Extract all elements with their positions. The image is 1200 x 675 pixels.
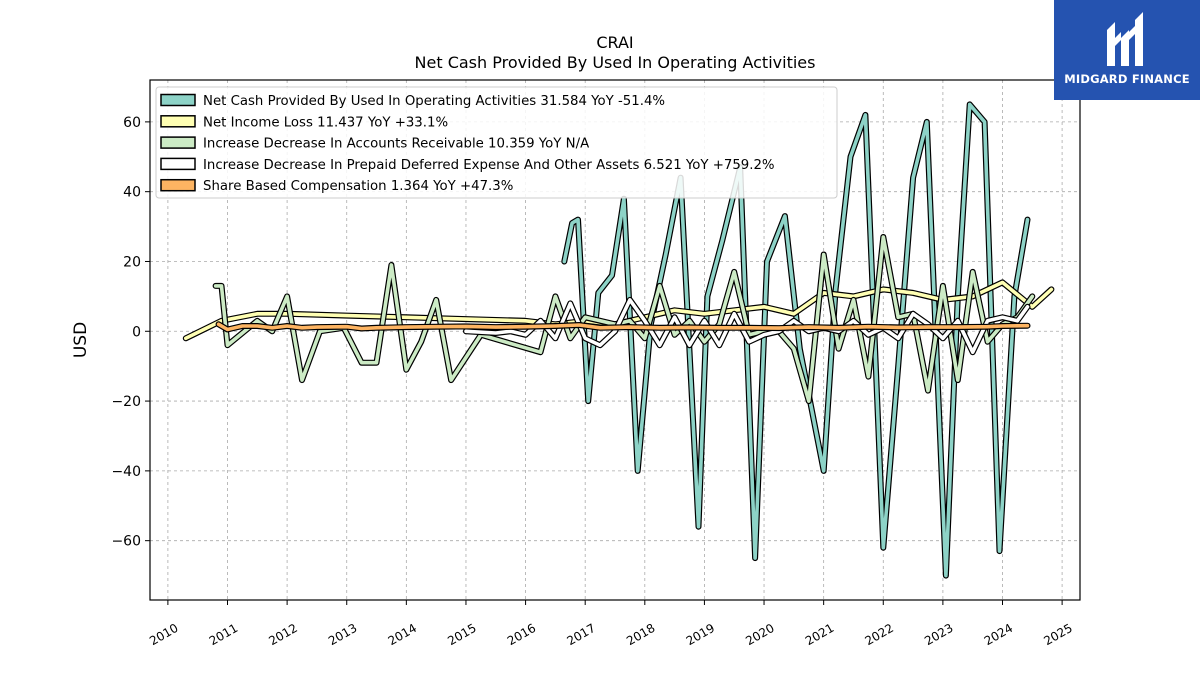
x-tick-label: 2013 bbox=[326, 621, 359, 648]
legend-swatch bbox=[160, 93, 196, 107]
x-tick-label: 2014 bbox=[386, 621, 419, 648]
brand-logo: MIDGARD FINANCE bbox=[1054, 0, 1200, 100]
x-tick-label: 2023 bbox=[922, 621, 955, 648]
y-tick-label: −60 bbox=[111, 534, 141, 550]
x-tick-label: 2022 bbox=[863, 621, 896, 648]
legend-entry: Share Based Compensation 1.364 YoY +47.3… bbox=[203, 179, 513, 194]
x-tick-label: 2017 bbox=[564, 621, 597, 648]
y-tick-label: 60 bbox=[123, 115, 141, 131]
x-tick-label: 2025 bbox=[1041, 621, 1074, 648]
x-tick-label: 2016 bbox=[505, 621, 538, 648]
x-tick-label: 2012 bbox=[266, 621, 299, 648]
series-1-line bbox=[184, 280, 1054, 341]
x-tick-label: 2019 bbox=[684, 621, 717, 648]
legend-box bbox=[155, 86, 838, 199]
midgard-logo-icon bbox=[1107, 12, 1143, 66]
y-tick-label: −20 bbox=[111, 394, 141, 410]
legend-entry: Net Income Loss 11.437 YoY +33.1% bbox=[203, 115, 448, 130]
series-layer bbox=[182, 101, 1055, 579]
series-4-line bbox=[216, 322, 1030, 332]
legend-entry: Increase Decrease In Prepaid Deferred Ex… bbox=[203, 158, 775, 173]
chart-subtitle: Net Cash Provided By Used In Operating A… bbox=[415, 53, 816, 72]
y-tick-label: 40 bbox=[123, 185, 141, 201]
x-tick-label: 2018 bbox=[624, 621, 657, 648]
legend-swatch bbox=[160, 157, 196, 171]
chart-title: CRAI bbox=[596, 33, 633, 52]
legend-entry: Net Cash Provided By Used In Operating A… bbox=[203, 94, 665, 109]
x-tick-label: 2011 bbox=[207, 621, 240, 648]
x-tick-label: 2010 bbox=[147, 621, 180, 648]
legend-swatch bbox=[160, 178, 196, 192]
legend-entry: Increase Decrease In Accounts Receivable… bbox=[203, 137, 589, 152]
series-0-line bbox=[562, 102, 1030, 578]
x-tick-label: 2024 bbox=[982, 621, 1015, 648]
brand-name: MIDGARD FINANCE bbox=[1064, 72, 1190, 86]
x-tick-label: 2020 bbox=[743, 621, 776, 648]
series-3-line bbox=[464, 298, 1030, 354]
legend: Net Cash Provided By Used In Operating A… bbox=[155, 86, 838, 199]
x-tick-label: 2015 bbox=[445, 621, 478, 648]
y-tick-label: −40 bbox=[111, 464, 141, 480]
plot-frame bbox=[149, 79, 1081, 601]
y-tick-label: 20 bbox=[123, 254, 141, 270]
y-axis-label: USD bbox=[71, 322, 91, 358]
y-tick-label: 0 bbox=[132, 324, 141, 340]
legend-swatch bbox=[160, 136, 196, 149]
series-2-line bbox=[213, 235, 1035, 403]
x-tick-label: 2021 bbox=[803, 621, 836, 648]
legend-swatch bbox=[160, 115, 196, 128]
